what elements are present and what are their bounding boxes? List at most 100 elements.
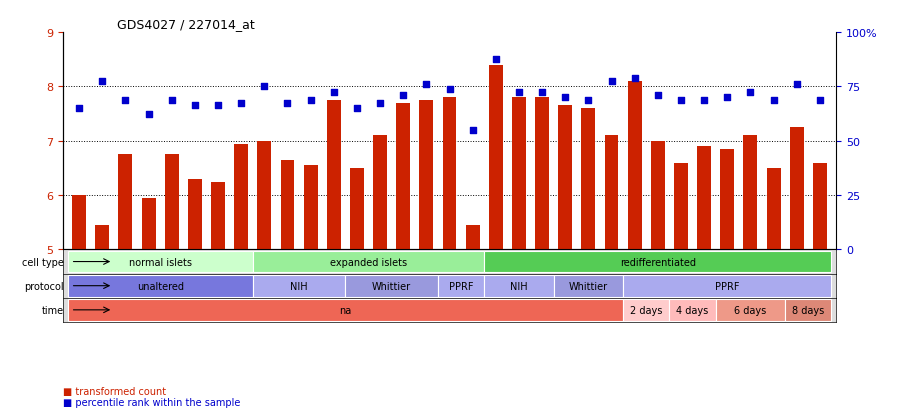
Point xyxy=(466,127,480,134)
Bar xyxy=(651,142,664,250)
Point xyxy=(396,92,411,99)
Text: ■ transformed count: ■ transformed count xyxy=(63,387,166,396)
Point xyxy=(72,106,86,112)
Bar xyxy=(512,98,526,250)
Bar xyxy=(188,179,201,250)
Point xyxy=(141,111,156,118)
Bar xyxy=(489,66,503,250)
Bar xyxy=(466,225,479,250)
Bar xyxy=(142,198,156,250)
Bar xyxy=(605,136,619,250)
Text: 2 days: 2 days xyxy=(630,305,663,315)
Text: GDS4027 / 227014_at: GDS4027 / 227014_at xyxy=(117,17,254,31)
Bar xyxy=(373,136,387,250)
Point xyxy=(442,87,457,93)
Text: PPRF: PPRF xyxy=(449,281,474,291)
Text: Whittier: Whittier xyxy=(569,281,608,291)
FancyBboxPatch shape xyxy=(716,299,785,321)
Text: 8 days: 8 days xyxy=(792,305,824,315)
Point xyxy=(257,84,271,90)
Bar xyxy=(420,101,433,250)
Text: 6 days: 6 days xyxy=(734,305,767,315)
Point xyxy=(234,100,248,107)
Text: PPRF: PPRF xyxy=(715,281,740,291)
Bar xyxy=(720,150,734,250)
FancyBboxPatch shape xyxy=(67,275,253,297)
Point xyxy=(188,103,202,109)
Bar xyxy=(72,196,86,250)
Bar xyxy=(628,82,642,250)
Bar xyxy=(235,144,248,250)
Bar xyxy=(558,106,572,250)
Text: 4 days: 4 days xyxy=(676,305,708,315)
Bar xyxy=(535,98,549,250)
Bar xyxy=(257,142,271,250)
Bar xyxy=(743,136,757,250)
Bar xyxy=(790,128,804,250)
Bar xyxy=(674,163,688,250)
Text: time: time xyxy=(42,305,64,315)
Bar xyxy=(304,166,317,250)
Bar xyxy=(767,169,780,250)
Point xyxy=(813,97,827,104)
Point xyxy=(165,97,179,104)
Point xyxy=(720,95,734,102)
FancyBboxPatch shape xyxy=(485,251,832,273)
Point xyxy=(743,89,758,96)
Text: protocol: protocol xyxy=(24,281,64,291)
Point xyxy=(95,78,110,85)
FancyBboxPatch shape xyxy=(623,275,832,297)
Bar xyxy=(813,163,827,250)
Text: cell type: cell type xyxy=(22,257,64,267)
Point xyxy=(211,103,226,109)
Point xyxy=(280,100,295,107)
Point xyxy=(628,76,642,83)
Point xyxy=(673,97,688,104)
Point xyxy=(373,100,387,107)
Text: unaltered: unaltered xyxy=(137,281,183,291)
Text: NIH: NIH xyxy=(510,281,528,291)
Bar xyxy=(280,160,294,250)
Point xyxy=(697,97,711,104)
Bar xyxy=(582,109,595,250)
Point xyxy=(304,97,318,104)
Point xyxy=(651,92,665,99)
Bar xyxy=(119,155,132,250)
Bar xyxy=(442,98,457,250)
Text: ■ percentile rank within the sample: ■ percentile rank within the sample xyxy=(63,397,240,407)
Text: NIH: NIH xyxy=(290,281,307,291)
Point xyxy=(766,97,780,104)
Text: na: na xyxy=(339,305,352,315)
Point xyxy=(535,89,549,96)
Bar xyxy=(95,225,109,250)
FancyBboxPatch shape xyxy=(554,275,623,297)
FancyBboxPatch shape xyxy=(67,299,623,321)
Bar xyxy=(396,104,410,250)
FancyBboxPatch shape xyxy=(438,275,485,297)
Point xyxy=(604,78,619,85)
Bar xyxy=(211,182,225,250)
Bar xyxy=(698,147,711,250)
Point xyxy=(419,81,433,88)
FancyBboxPatch shape xyxy=(253,251,485,273)
Point xyxy=(789,81,804,88)
Point xyxy=(326,89,341,96)
FancyBboxPatch shape xyxy=(623,299,670,321)
FancyBboxPatch shape xyxy=(253,275,345,297)
Point xyxy=(350,106,364,112)
FancyBboxPatch shape xyxy=(670,299,716,321)
FancyBboxPatch shape xyxy=(345,275,438,297)
Text: normal islets: normal islets xyxy=(129,257,191,267)
FancyBboxPatch shape xyxy=(67,251,253,273)
Text: redifferentiated: redifferentiated xyxy=(619,257,696,267)
Bar xyxy=(350,169,364,250)
Text: expanded islets: expanded islets xyxy=(330,257,407,267)
Point xyxy=(558,95,573,102)
Point xyxy=(512,89,526,96)
Text: Whittier: Whittier xyxy=(372,281,411,291)
Point xyxy=(581,97,595,104)
Bar xyxy=(165,155,179,250)
Point xyxy=(488,57,503,64)
FancyBboxPatch shape xyxy=(485,275,554,297)
FancyBboxPatch shape xyxy=(785,299,832,321)
